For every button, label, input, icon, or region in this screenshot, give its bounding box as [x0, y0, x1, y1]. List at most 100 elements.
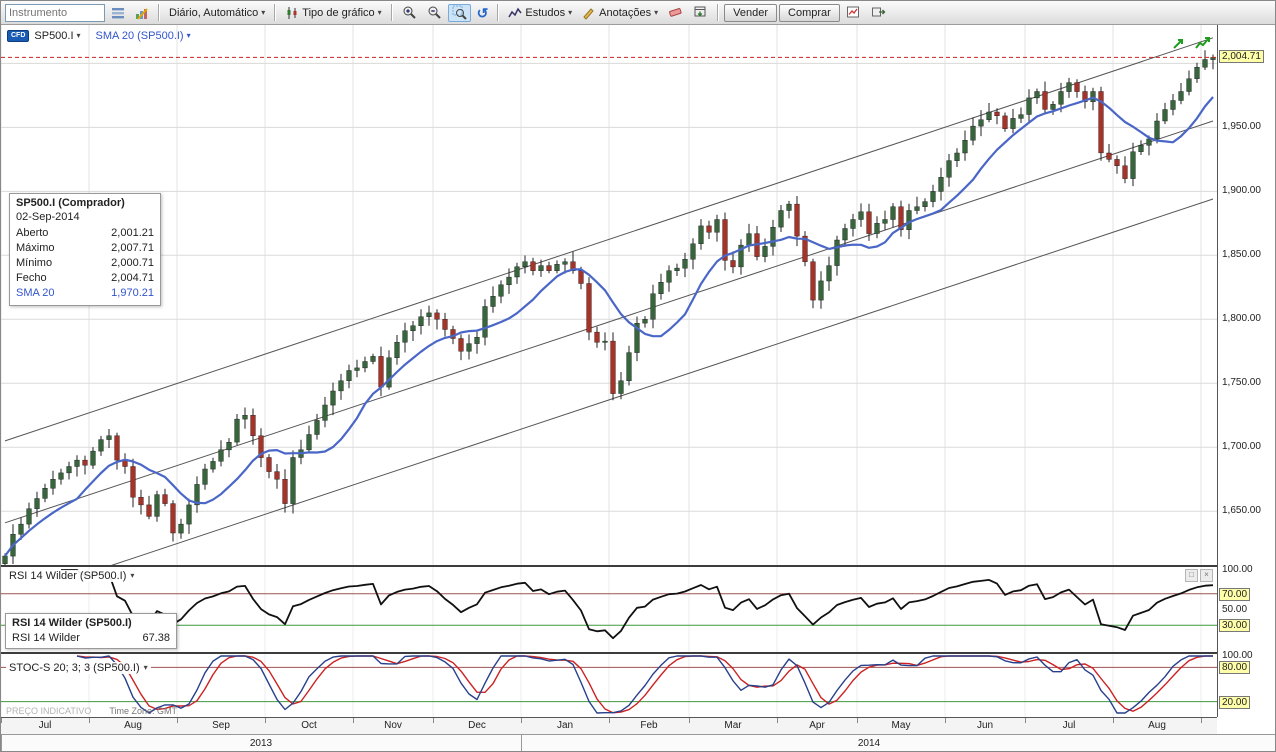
sell-button[interactable]: Vender	[724, 3, 778, 22]
time-axis-years: 2013 2014	[1, 734, 1275, 751]
month-tick	[521, 718, 522, 723]
chart-type-label: Tipo de gráfico	[302, 6, 375, 19]
instrument-search-input[interactable]	[5, 3, 105, 22]
rsi-tooltip-title: RSI 14 Wilder (SP500.I)	[12, 617, 132, 629]
rsi-axis-label: 70.00	[1219, 587, 1251, 601]
annotations-dropdown[interactable]: Anotações ▾	[578, 4, 662, 22]
rsi-axis-label: 50.00	[1222, 603, 1248, 615]
tooltip-row-label: Mínimo	[16, 257, 53, 269]
price-chart-panel[interactable]: CFD SP500.I ▾ SMA 20 (SP500.I) ▾ SP500.I…	[1, 25, 1217, 565]
footer-info: PREÇO INDICATIVO Time Zone: GMT	[6, 706, 177, 716]
period-dropdown[interactable]: Diário, Automático ▾	[165, 4, 269, 22]
tooltip-row: Mínimo 2,000.71	[16, 256, 154, 271]
trend-arrow-icon[interactable]	[1195, 35, 1211, 51]
toolbar-separator	[717, 4, 720, 21]
chart-type-dropdown[interactable]: Tipo de gráfico ▾	[281, 4, 385, 22]
export-chart-button[interactable]	[867, 4, 890, 22]
studies-dropdown[interactable]: Estudos ▾	[504, 4, 576, 22]
undo-icon: ↺	[476, 4, 489, 21]
tooltip-row-value: 2,004.71	[111, 272, 154, 284]
tooltip-row-label: SMA 20	[16, 287, 55, 299]
stochastic-panel[interactable]: STOC-S 20; 3; 3 (SP500.I) ▾ PREÇO INDICA…	[1, 654, 1217, 717]
chevron-down-icon: ▾	[130, 571, 135, 580]
chevron-down-icon: ▾	[568, 7, 573, 17]
chevron-down-icon: ▾	[261, 7, 266, 17]
stoch-axis-label: 100.00	[1222, 650, 1253, 661]
watchlist-button[interactable]	[107, 4, 129, 22]
month-tick	[1201, 718, 1202, 723]
cfd-badge: CFD	[7, 30, 30, 42]
zoom-out-button[interactable]	[423, 4, 446, 22]
toolbar-separator	[158, 4, 160, 21]
year-label: 2014	[857, 738, 881, 749]
undo-button[interactable]: ↺	[473, 4, 493, 22]
trade-up-arrow-icon[interactable]	[1172, 35, 1188, 51]
month-label: Aug	[124, 720, 142, 731]
tooltip-row: Fecho 2,004.71	[16, 271, 154, 286]
sma-overlay-dropdown[interactable]: SMA 20 (SP500.I) ▾	[96, 30, 191, 42]
time-axis-months[interactable]: Jul Aug Sep Oct Nov Dec Jan Feb Mar Apr May Jun Jul A…	[1, 717, 1217, 734]
month-tick	[777, 718, 778, 723]
rsi-chart[interactable]	[1, 567, 1217, 652]
stoch-axis-label: 20.00	[1219, 695, 1251, 709]
buy-button[interactable]: Comprar	[779, 3, 840, 22]
month-tick	[265, 718, 266, 723]
rsi-panel[interactable]: RSI 14 Wilder (SP500.I) ▾ □ × RSI 14 Wil…	[1, 567, 1217, 652]
toolbar-separator	[497, 4, 500, 21]
month-tick	[353, 718, 354, 723]
ohlc-tooltip: SP500.I (Comprador) 02-Sep-2014 Aberto 2,…	[9, 193, 161, 306]
instrument-dropdown[interactable]: SP500.I ▾	[34, 30, 80, 42]
restore-panel-icon[interactable]: □	[1185, 569, 1198, 582]
zoom-in-icon	[403, 6, 416, 19]
chevron-down-icon: ▾	[377, 7, 382, 17]
toolbar: Diário, Automático ▾ Tipo de gráfico ▾ ↺…	[1, 1, 1275, 25]
trade-shortcut-icons	[1172, 35, 1211, 51]
month-label: Jul	[1062, 720, 1076, 731]
chart-report-button[interactable]	[842, 4, 865, 22]
period-label: Diário, Automático	[169, 6, 259, 19]
sma-overlay-label: SMA 20 (SP500.I)	[95, 30, 184, 42]
stochastic-dropdown[interactable]: STOC-S 20; 3; 3 (SP500.I) ▾	[6, 662, 151, 674]
chart-pencil-icon	[136, 7, 148, 20]
annotations-pencil-icon	[583, 7, 594, 20]
rsi-dropdown[interactable]: RSI 14 Wilder (SP500.I) ▾	[6, 570, 138, 582]
tooltip-row-value: 1,970.21	[111, 287, 154, 299]
close-panel-icon[interactable]: ×	[1200, 569, 1213, 582]
zoom-area-button[interactable]	[447, 3, 471, 22]
chevron-down-icon: ▾	[76, 31, 81, 40]
chevron-down-icon: ▾	[143, 663, 148, 672]
rsi-label: RSI 14 Wilder (SP500.I)	[9, 570, 127, 582]
indicative-price-note: PREÇO INDICATIVO	[6, 706, 92, 716]
month-tick	[1113, 718, 1114, 723]
month-tick	[1025, 718, 1026, 723]
month-tick	[1, 718, 2, 723]
price-axis-label: 1,650.00	[1222, 505, 1261, 517]
rsi-tooltip: RSI 14 Wilder (SP500.I) RSI 14 Wilder 67.…	[5, 613, 177, 649]
price-axis-label: 1,750.00	[1222, 377, 1261, 389]
eraser-button[interactable]	[664, 4, 687, 22]
tooltip-row-label: Aberto	[16, 227, 49, 239]
dock-panel-button[interactable]	[689, 4, 712, 22]
price-axis-label: 1,900.00	[1222, 185, 1261, 197]
toolbar-separator	[274, 4, 277, 21]
rsi-tooltip-value: 67.38	[142, 632, 170, 644]
month-label: Dec	[468, 720, 486, 731]
rsi-axis-label: 100.00	[1222, 564, 1253, 575]
month-label: Oct	[301, 720, 317, 731]
panel-splitter[interactable]	[1, 565, 1217, 567]
price-axis[interactable]: 1,950.00 1,900.00 1,850.00 1,800.00 1,750.00…	[1217, 25, 1275, 717]
zoom-in-button[interactable]	[398, 4, 421, 22]
panel-splitter[interactable]	[1, 652, 1217, 654]
chart-edit-button[interactable]	[131, 4, 153, 22]
tooltip-row-sma: SMA 20 1,970.21	[16, 286, 154, 301]
tooltip-row-value: 2,000.71	[111, 257, 154, 269]
stochastic-chart[interactable]	[1, 654, 1217, 717]
tooltip-row-label: Máximo	[16, 242, 55, 254]
rsi-tooltip-row: RSI 14 Wilder 67.38	[12, 631, 170, 645]
rsi-panel-buttons: □ ×	[1185, 569, 1213, 582]
candlestick-chart[interactable]	[1, 25, 1217, 565]
month-tick	[177, 718, 178, 723]
chevron-down-icon: ▾	[654, 7, 659, 17]
month-label: May	[891, 720, 911, 731]
